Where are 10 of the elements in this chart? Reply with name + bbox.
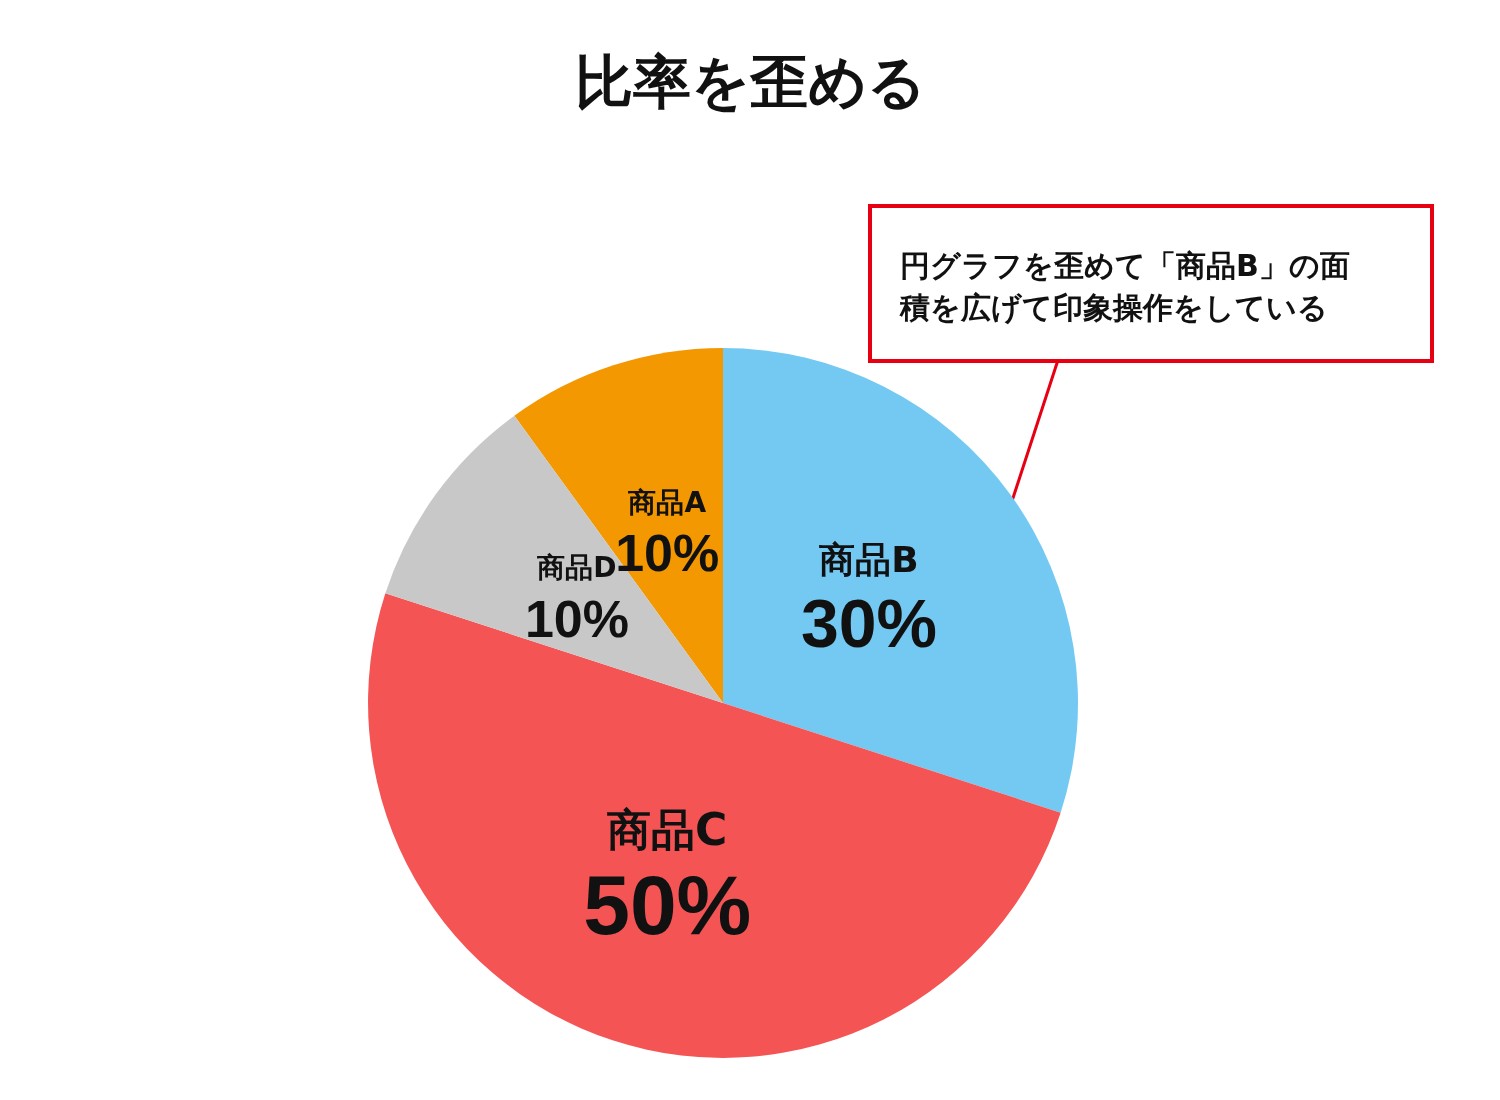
data-label: 10%	[524, 589, 630, 648]
slice-label: 商品C	[607, 804, 728, 856]
data-label: 10%	[615, 524, 720, 583]
slice-label: 商品A	[627, 485, 707, 519]
slice-label: 商品B	[819, 539, 919, 581]
data-label: 50%	[583, 857, 752, 952]
slice-label: 商品D	[536, 551, 617, 585]
text: 円グラフを歪めて「商品B」の面積を広げて印象操作をしている	[899, 247, 1350, 325]
data-label: 30%	[800, 584, 938, 661]
chart-title: 比率を歪める	[574, 48, 926, 116]
